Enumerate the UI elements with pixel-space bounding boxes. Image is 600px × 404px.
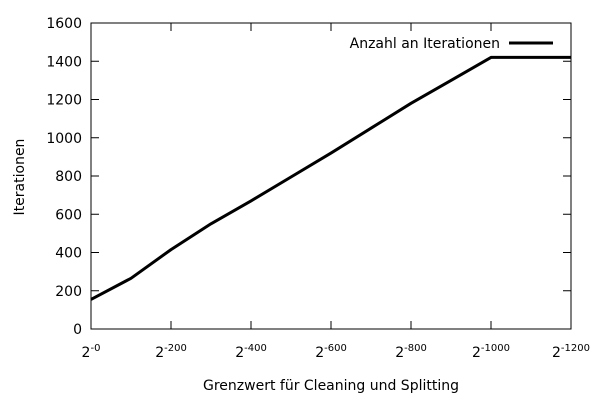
x-tick-label: 2-600 [315,343,347,361]
y-tick-label: 800 [55,169,82,185]
x-tick-label: 2-1200 [552,343,590,361]
x-axis-label: Grenzwert für Cleaning und Splitting [203,378,459,394]
x-tick-label: 2-400 [235,343,267,361]
y-tick-label: 1600 [46,16,82,32]
y-tick-label: 600 [55,207,82,223]
plot-frame [90,22,572,330]
y-tick-label: 0 [73,322,82,338]
legend: Anzahl an Iterationen [350,36,553,52]
y-tick-label: 400 [55,246,82,262]
y-tick-label: 1000 [46,131,82,147]
y-axis-label: Iterationen [12,139,28,216]
x-tick-label: 2-200 [155,343,187,361]
axes-layer: 0 200 400 600 800 1000 1200 1400 1600 2-0 2-200 2-4… [46,16,590,361]
x-tick-label: 2-1000 [472,343,510,361]
x-tick-label: 2-800 [395,343,427,361]
y-tick-label: 1200 [46,93,82,109]
series-line-0 [90,55,571,301]
y-tick-label: 1400 [46,54,82,70]
legend-label: Anzahl an Iterationen [350,36,500,52]
y-tick-label: 200 [55,284,82,300]
x-tick-label: 2-0 [82,343,101,361]
series-layer [90,55,571,301]
